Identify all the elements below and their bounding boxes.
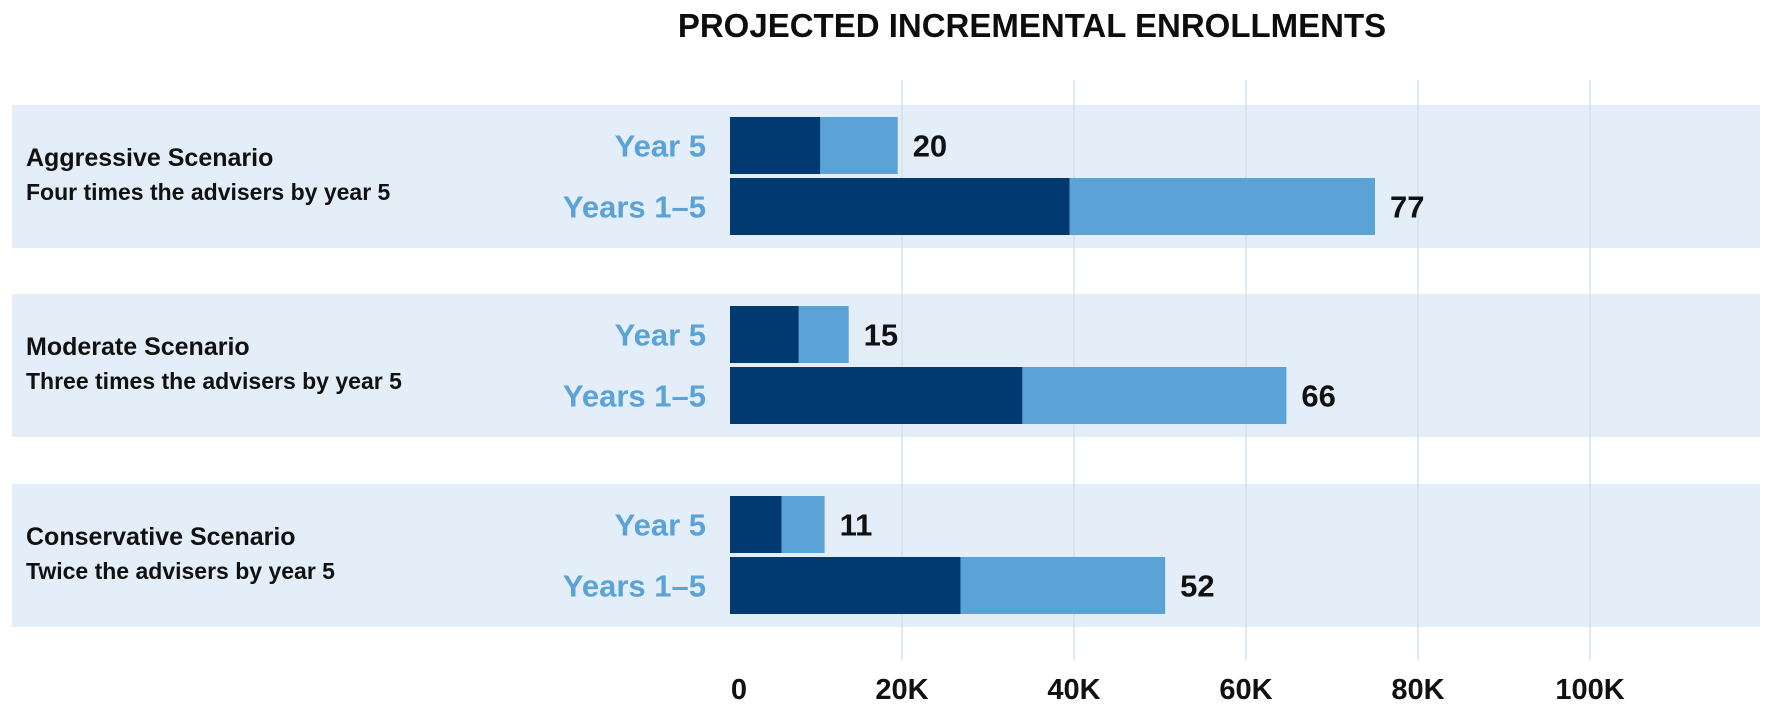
bar-value-label: 15 <box>864 318 898 353</box>
bar-value-label: 66 <box>1301 379 1335 414</box>
bar-segment-dark <box>730 496 782 553</box>
bar-segment-light <box>820 117 898 174</box>
bar-segment-dark <box>730 117 821 174</box>
bar-segment-light <box>960 557 1166 614</box>
bar-label: Year 5 <box>615 129 706 164</box>
bar-segment-dark <box>730 178 1070 235</box>
bar-value-label: 20 <box>913 129 947 164</box>
x-tick-label: 0 <box>731 674 747 704</box>
bar-segment-light <box>781 496 825 553</box>
bar-label: Years 1–5 <box>563 569 706 604</box>
x-tick-label: 60K <box>1219 674 1272 704</box>
labels: Aggressive Scenario Four times the advise… <box>26 129 1424 604</box>
bar-segment-light <box>1069 178 1375 235</box>
bar-label: Year 5 <box>615 318 706 353</box>
x-tick-label: 40K <box>1047 674 1100 704</box>
bar-label: Year 5 <box>615 508 706 543</box>
x-tick-label: 20K <box>875 674 928 704</box>
bar-segment-dark <box>730 306 799 363</box>
scenario-description: Three times the advisers by year 5 <box>26 368 402 394</box>
scenario-description: Twice the advisers by year 5 <box>26 558 335 584</box>
x-tick-label: 80K <box>1391 674 1444 704</box>
x-tick-label: 100K <box>1555 674 1624 704</box>
bar-segment-dark <box>730 557 961 614</box>
scenario-name: Aggressive Scenario <box>26 144 273 172</box>
x-axis-ticks: 0 20K 40K 60K 80K 100K <box>731 674 1625 704</box>
scenario-name: Conservative Scenario <box>26 523 296 551</box>
bar-segment-dark <box>730 367 1023 424</box>
bar-label: Years 1–5 <box>563 190 706 225</box>
bar-segment-light <box>1022 367 1287 424</box>
bar-value-label: 77 <box>1390 190 1424 225</box>
bar-segment-light <box>798 306 849 363</box>
bar-value-label: 11 <box>840 508 873 543</box>
bar-value-label: 52 <box>1180 569 1214 604</box>
bars <box>730 117 1375 614</box>
scenario-name: Moderate Scenario <box>26 333 250 361</box>
scenario-description: Four times the advisers by year 5 <box>26 179 391 205</box>
chart-title: PROJECTED INCREMENTAL ENROLLMENTS <box>678 7 1386 44</box>
bar-label: Years 1–5 <box>563 379 706 414</box>
